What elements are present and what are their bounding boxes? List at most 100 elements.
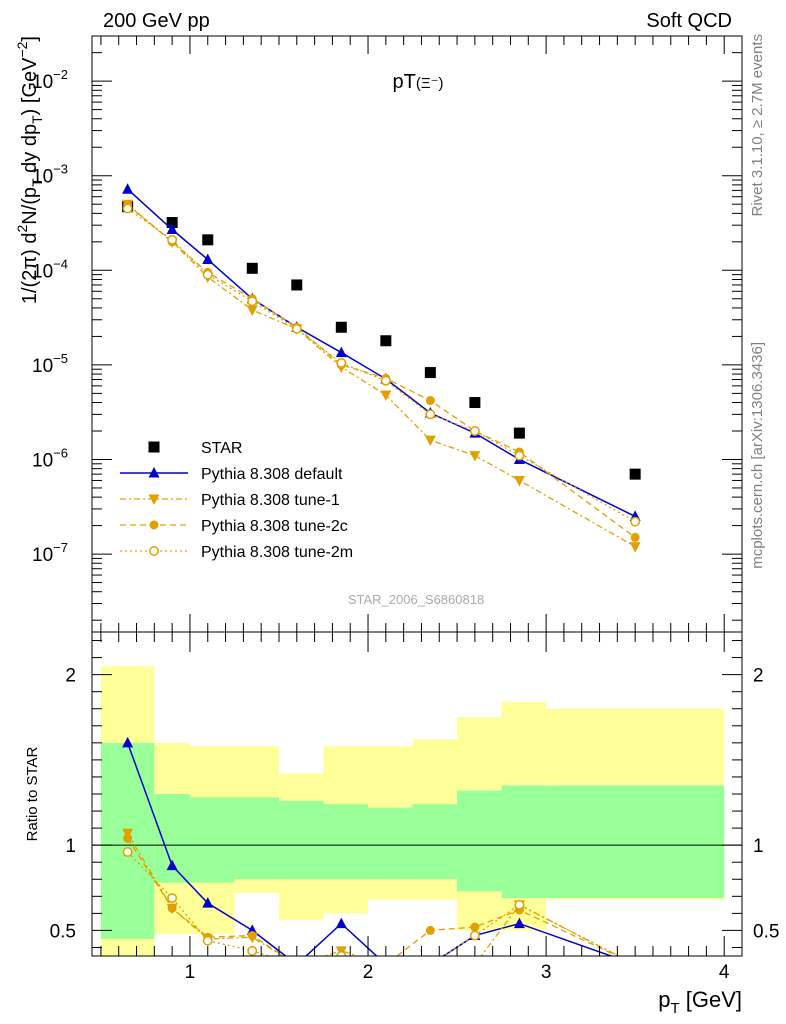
uncertainty-band-inner-9 — [501, 785, 547, 899]
ratio-point-s0-5 — [335, 917, 347, 929]
chart-title: pT(Ξ⁻) — [393, 71, 444, 93]
x-tick-label-3: 4 — [719, 962, 730, 983]
y-tick-label-5: 10−2 — [32, 67, 68, 93]
ratio-point-s2-7 — [425, 925, 435, 935]
spectrum-point-s1-1 — [166, 223, 178, 235]
spectrum-point-s4-9 — [514, 450, 525, 461]
legend-label-2: Pythia 8.308 tune-1 — [201, 492, 340, 509]
ratio-y-tick-left-2: 2 — [65, 666, 76, 687]
spectrum-point-s2-6 — [380, 390, 392, 402]
header-right: Soft QCD — [646, 10, 732, 32]
ratio-y-tick-right-1: 1 — [753, 836, 764, 857]
spectrum-point-s2-10 — [629, 542, 641, 553]
ratio-line-2 — [127, 837, 619, 956]
uncertainty-band-inner-2 — [189, 797, 235, 883]
x-tick-label-2: 3 — [541, 962, 552, 983]
spectrum-point-s4-2 — [202, 269, 213, 280]
ratio-point-s0-2 — [202, 897, 214, 908]
ratio-point-s3-1 — [167, 893, 178, 903]
ratio-point-s3-0 — [122, 847, 133, 857]
y-tick-label-3: 10−4 — [32, 256, 68, 282]
spectrum-point-s4-5 — [336, 357, 347, 368]
spectrum-point-s2-3 — [246, 305, 258, 317]
ratio-point-s0-9 — [513, 917, 525, 929]
spectrum-point-s2-9 — [513, 475, 525, 487]
uncertainty-band-inner-3 — [234, 797, 279, 880]
spectrum-point-s3-10 — [630, 532, 640, 542]
spectrum-point-s2-7 — [424, 435, 436, 447]
ratio-line-1 — [127, 832, 621, 956]
x-tick-label-0: 1 — [185, 962, 196, 983]
legend-marker-1 — [148, 467, 160, 478]
legend-marker-2 — [148, 494, 160, 505]
y-tick-label-1: 10−6 — [32, 445, 68, 471]
spectrum-panel: 10−7 10−6 10−5 10−4 10−3 10−2 pT(Ξ⁻) STAR_200… — [14, 35, 743, 633]
uncertainty-band-inner-5 — [323, 804, 369, 880]
uncertainty-band-inner-10 — [546, 785, 725, 899]
ratio-point-s2-1 — [167, 903, 177, 913]
legend-label-0: STAR — [201, 440, 242, 457]
y-tick-label-4: 10−3 — [32, 162, 68, 188]
ratio-point-s2-3 — [247, 931, 257, 941]
ratio-point-s3-2 — [202, 935, 213, 946]
spectrum-point-s0-7 — [424, 367, 436, 379]
ratio-y-tick-right-2: 2 — [753, 666, 764, 687]
ratio-y-tick-right-0: 0.5 — [753, 921, 779, 942]
spectrum-point-s4-8 — [469, 426, 480, 436]
watermark: STAR_2006_S6860818 — [348, 592, 484, 607]
spectrum-point-s0-10 — [629, 468, 641, 480]
spectrum-point-s0-4 — [291, 279, 303, 291]
uncertainty-band-inner-4 — [278, 800, 324, 880]
spectrum-point-s4-7 — [425, 409, 436, 420]
legend-marker-0 — [148, 441, 160, 453]
uncertainty-band-inner-7 — [412, 804, 458, 880]
ratio-y-axis-label: Ratio to STAR — [24, 746, 41, 841]
spectrum-point-s1-2 — [202, 253, 214, 265]
ratio-point-s3-8 — [469, 930, 480, 941]
ratio-point-s2-8 — [470, 922, 480, 932]
ratio-point-s0-1 — [166, 859, 178, 871]
spectrum-point-s0-1 — [166, 217, 178, 229]
spectrum-point-s1-0 — [122, 183, 134, 194]
spectrum-point-s3-7 — [425, 396, 435, 406]
spectrum-point-s4-0 — [122, 203, 133, 214]
spectrum-point-s2-8 — [469, 451, 481, 462]
spectrum-point-s0-6 — [380, 335, 392, 347]
ratio-line-3 — [127, 851, 621, 956]
x-axis-label: pT [GeV] — [658, 987, 742, 1017]
header-left: 200 GeV pp — [103, 10, 210, 32]
ratio-y-tick-left-1: 1 — [65, 836, 76, 857]
ratio-point-s3-9 — [514, 899, 525, 910]
spectrum-point-s4-6 — [380, 375, 391, 386]
spectrum-point-s0-2 — [202, 234, 214, 246]
legend-label-3: Pythia 8.308 tune-2c — [201, 518, 348, 535]
series-line-3 — [127, 204, 636, 538]
legend: STAR Pythia 8.308 default Pythia 8.308 tun… — [120, 440, 353, 561]
uncertainty-band-inner-8 — [457, 790, 502, 892]
rivet-label: Rivet 3.1.10, ≥ 2.7M events — [749, 34, 766, 217]
ratio-y-tick-left-0: 0.5 — [50, 921, 76, 942]
spectrum-point-s0-5 — [335, 321, 347, 333]
y-tick-label-0: 10−7 — [32, 540, 68, 566]
spectrum-point-s4-4 — [291, 323, 302, 334]
spectrum-point-s4-10 — [630, 516, 641, 527]
spectrum-point-s0-9 — [513, 427, 525, 439]
spectrum-point-s4-3 — [247, 296, 258, 307]
legend-marker-4 — [149, 546, 159, 556]
ratio-panel: 0.5 0.5 1 1 2 2 1 2 3 4 Ratio to STAR pT [GeV] — [24, 631, 779, 1017]
y-tick-label-2: 10−5 — [32, 351, 68, 377]
mcplots-label: mcplots.cern.ch [arXiv:1306.3436] — [749, 342, 766, 569]
legend-marker-3 — [149, 520, 159, 530]
ratio-point-s2-0 — [123, 833, 133, 843]
ratio-point-s3-3 — [247, 945, 258, 956]
uncertainty-band-inner-6 — [368, 807, 413, 880]
spectrum-point-s4-1 — [167, 234, 178, 245]
spectrum-point-s1-5 — [335, 346, 347, 358]
spectrum-point-s0-3 — [246, 262, 258, 274]
ratio-point-s0-0 — [122, 736, 134, 748]
legend-label-4: Pythia 8.308 tune-2m — [201, 544, 353, 561]
spectrum-point-s0-8 — [469, 397, 481, 409]
y-axis-label: 1/(2π) d2N/(pT dy dpT) [GeV−2] — [14, 36, 45, 304]
legend-label-1: Pythia 8.308 default — [201, 466, 343, 483]
